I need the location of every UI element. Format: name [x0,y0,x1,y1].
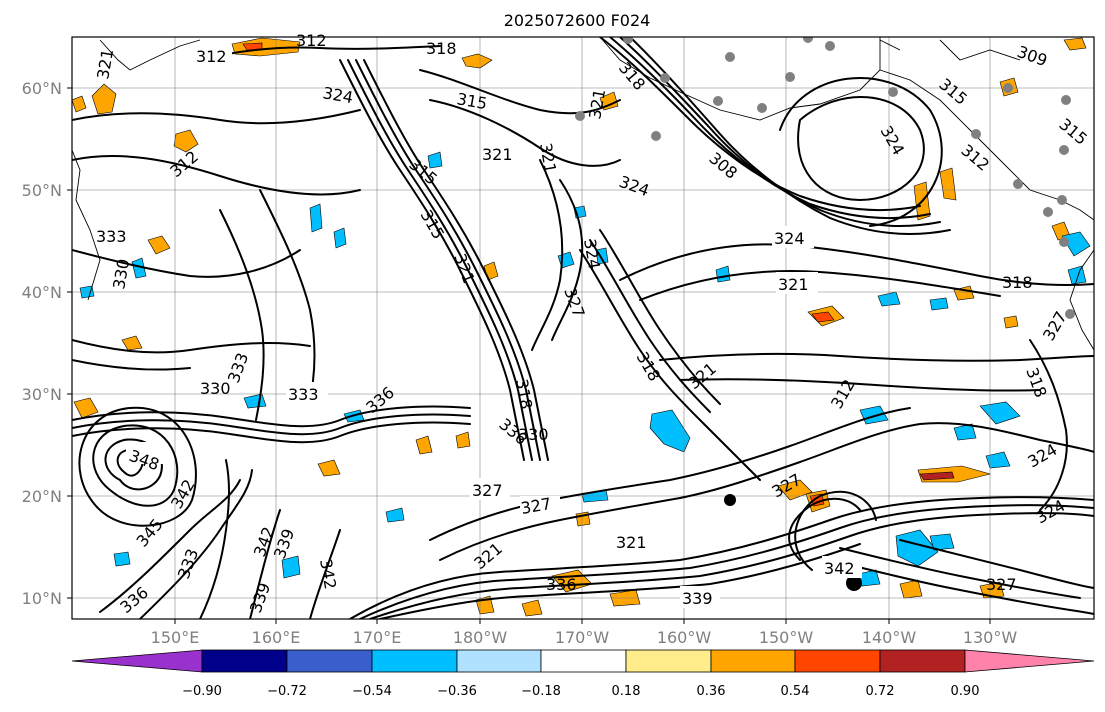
contour-label: 321 [778,275,809,294]
colorbar-tick-label: −0.54 [352,684,392,699]
colorbar-tick-label: −0.18 [521,684,561,699]
contour-label: 333 [288,385,319,404]
longitude-label: 160°E [252,628,301,647]
latitude-labels: 60°N 50°N 40°N 30°N 20°N 10°N [22,79,62,608]
longitude-label: 160°W [657,628,712,647]
contour-label: 327 [986,575,1017,594]
latitude-label: 40°N [22,283,62,302]
colorbar-segment [625,649,712,673]
contour-label: 312 [296,31,327,50]
colorbar-tick-label: 0.90 [951,684,980,699]
contour-label: 318 [1002,273,1033,292]
shaded-anomaly-fills [72,37,1091,617]
colorbar-segment [794,649,881,673]
longitude-labels: 150°E 160°E 170°E 180°W 170°W 160°W 150°… [151,628,1018,647]
colorbar-extend-low [71,649,203,673]
map-frame [71,36,1095,620]
colorbar-tick-label: 0.54 [781,684,810,699]
latitude-label: 20°N [22,487,62,506]
longitude-label: 140°W [862,628,917,647]
colorbar-tick-label: −0.36 [437,684,477,699]
map-title: 2025072600 F024 [504,11,651,30]
colorbar-tick-label: 0.18 [612,684,641,699]
colorbar-segment [201,649,288,673]
axis-ticks [67,87,991,624]
colorbar-segment [540,649,627,673]
contour-label: 330 [518,425,549,444]
latitude-label: 50°N [22,181,62,200]
colorbar-segment [456,649,542,673]
colorbar-tick-label: 0.72 [866,684,895,699]
longitude-label: 170°E [353,628,402,647]
contour-label: 312 [196,47,227,66]
longitude-label: 180°W [453,628,508,647]
longitude-label: 170°W [555,628,610,647]
map-panel [72,37,1094,619]
colorbar-tick-labels: −0.90 −0.72 −0.54 −0.36 −0.18 0.18 0.36 … [182,684,979,699]
contour-label: 327 [472,481,503,500]
latitude-label: 30°N [22,385,62,404]
colorbar-tick-label: −0.90 [182,684,222,699]
latitude-label: 10°N [22,589,62,608]
contour-label: 324 [774,229,805,248]
colorbar-segment [710,649,796,673]
longitude-label: 150°E [151,628,200,647]
colorbar-segment [286,649,373,673]
longitude-label: 130°W [963,628,1018,647]
contour-label: 321 [482,145,513,164]
station-dots [575,37,1075,319]
longitude-label: 150°W [759,628,814,647]
contour-label: 333 [96,227,127,246]
contour-label: 342 [824,559,855,578]
contour-label: 321 [616,533,647,552]
theta-contours [72,37,1094,619]
latitude-label: 60°N [22,79,62,98]
colorbar [71,649,1095,673]
colorbar-segment [371,649,458,673]
station-dot-black-small [724,494,736,506]
colorbar-extend-high [964,649,1095,673]
contour-label: 336 [546,575,577,594]
colorbar-tick-label: 0.36 [697,684,726,699]
station-dot-black [846,575,862,591]
colorbar-segment [879,649,966,673]
contour-label: 339 [682,589,713,608]
colorbar-tick-label: −0.72 [267,684,307,699]
contour-label: 330 [200,379,231,398]
contour-label: 318 [426,39,457,58]
